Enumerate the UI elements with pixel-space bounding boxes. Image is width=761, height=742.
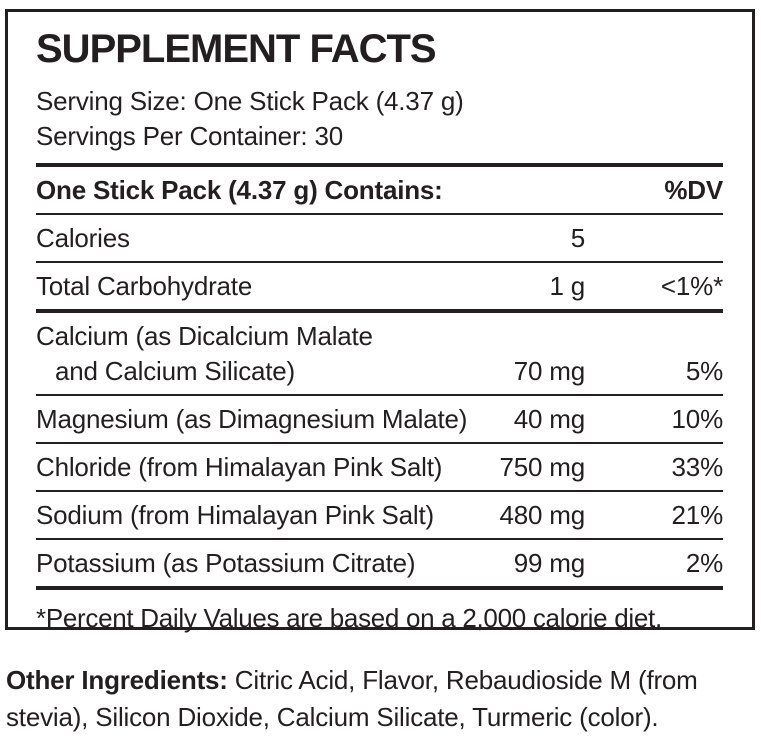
- table-header-row: One Stick Pack (4.37 g) Contains: %DV: [36, 167, 723, 216]
- nutrient-dv: <1%*: [660, 271, 723, 302]
- nutrient-label: Calories: [36, 223, 130, 254]
- nutrient-dv: 2%: [685, 548, 723, 579]
- nutrient-amount: 70 mg: [513, 356, 585, 387]
- nutrient-label-line1: Calcium (as Dicalcium Malate: [36, 321, 373, 352]
- servings-per-container: Servings Per Container: 30: [36, 121, 343, 152]
- nutrient-dv: 5%: [685, 356, 723, 387]
- nutrient-row-potassium: Potassium (as Potassium Citrate) 99 mg 2…: [36, 540, 723, 591]
- serving-info: Serving Size: One Stick Pack (4.37 g) Se…: [36, 84, 723, 154]
- nutrient-dv: 21%: [671, 500, 724, 531]
- nutrient-dv: 10%: [671, 404, 724, 435]
- nutrient-label: Calcium (as Dicalcium Malate and Calcium…: [36, 322, 485, 386]
- daily-value-footnote: *Percent Daily Values are based on a 2,0…: [36, 603, 662, 634]
- nutrient-amount: 99 mg: [513, 548, 585, 579]
- supplement-facts-panel: SUPPLEMENT FACTS Serving Size: One Stick…: [5, 9, 755, 633]
- facts-table: One Stick Pack (4.37 g) Contains: %DV Ca…: [36, 163, 723, 633]
- nutrient-row-calories: Calories 5: [36, 215, 723, 264]
- nutrient-amount: 1 g: [549, 271, 585, 302]
- nutrient-amount: 480 mg: [499, 500, 585, 531]
- other-ingredients-label: Other Ingredients:: [6, 665, 228, 695]
- nutrient-label: Sodium (from Himalayan Pink Salt): [36, 500, 434, 531]
- nutrient-row-total-carbohydrate: Total Carbohydrate 1 g <1%*: [36, 263, 723, 314]
- other-ingredients: Other Ingredients: Citric Acid, Flavor, …: [6, 662, 759, 736]
- nutrient-row-chloride: Chloride (from Himalayan Pink Salt) 750 …: [36, 444, 724, 493]
- nutrient-amount: 40 mg: [513, 404, 585, 435]
- nutrient-label: Total Carbohydrate: [36, 271, 253, 302]
- serving-size: Serving Size: One Stick Pack (4.37 g): [36, 86, 464, 117]
- nutrient-label: Chloride (from Himalayan Pink Salt): [36, 452, 443, 483]
- nutrient-label: Potassium (as Potassium Citrate): [36, 548, 416, 579]
- nutrient-amount: 750 mg: [499, 452, 585, 483]
- nutrient-row-calcium: Calcium (as Dicalcium Malate and Calcium…: [36, 313, 723, 397]
- nutrient-label: Magnesium (as Dimagnesium Malate): [36, 404, 468, 435]
- nutrient-row-magnesium: Magnesium (as Dimagnesium Malate) 40 mg …: [36, 396, 724, 445]
- table-header-dv: %DV: [664, 175, 723, 206]
- nutrient-amount: 5: [570, 223, 585, 254]
- nutrient-dv: 33%: [671, 452, 724, 483]
- other-ingredients-text: Citric Acid, Flavor, Rebaudioside M (fro…: [6, 665, 698, 732]
- panel-title: SUPPLEMENT FACTS: [36, 27, 437, 71]
- nutrient-label-line2: and Calcium Silicate): [55, 356, 296, 387]
- table-header-label: One Stick Pack (4.37 g) Contains:: [36, 175, 443, 206]
- nutrient-row-sodium: Sodium (from Himalayan Pink Salt) 480 mg…: [36, 492, 724, 541]
